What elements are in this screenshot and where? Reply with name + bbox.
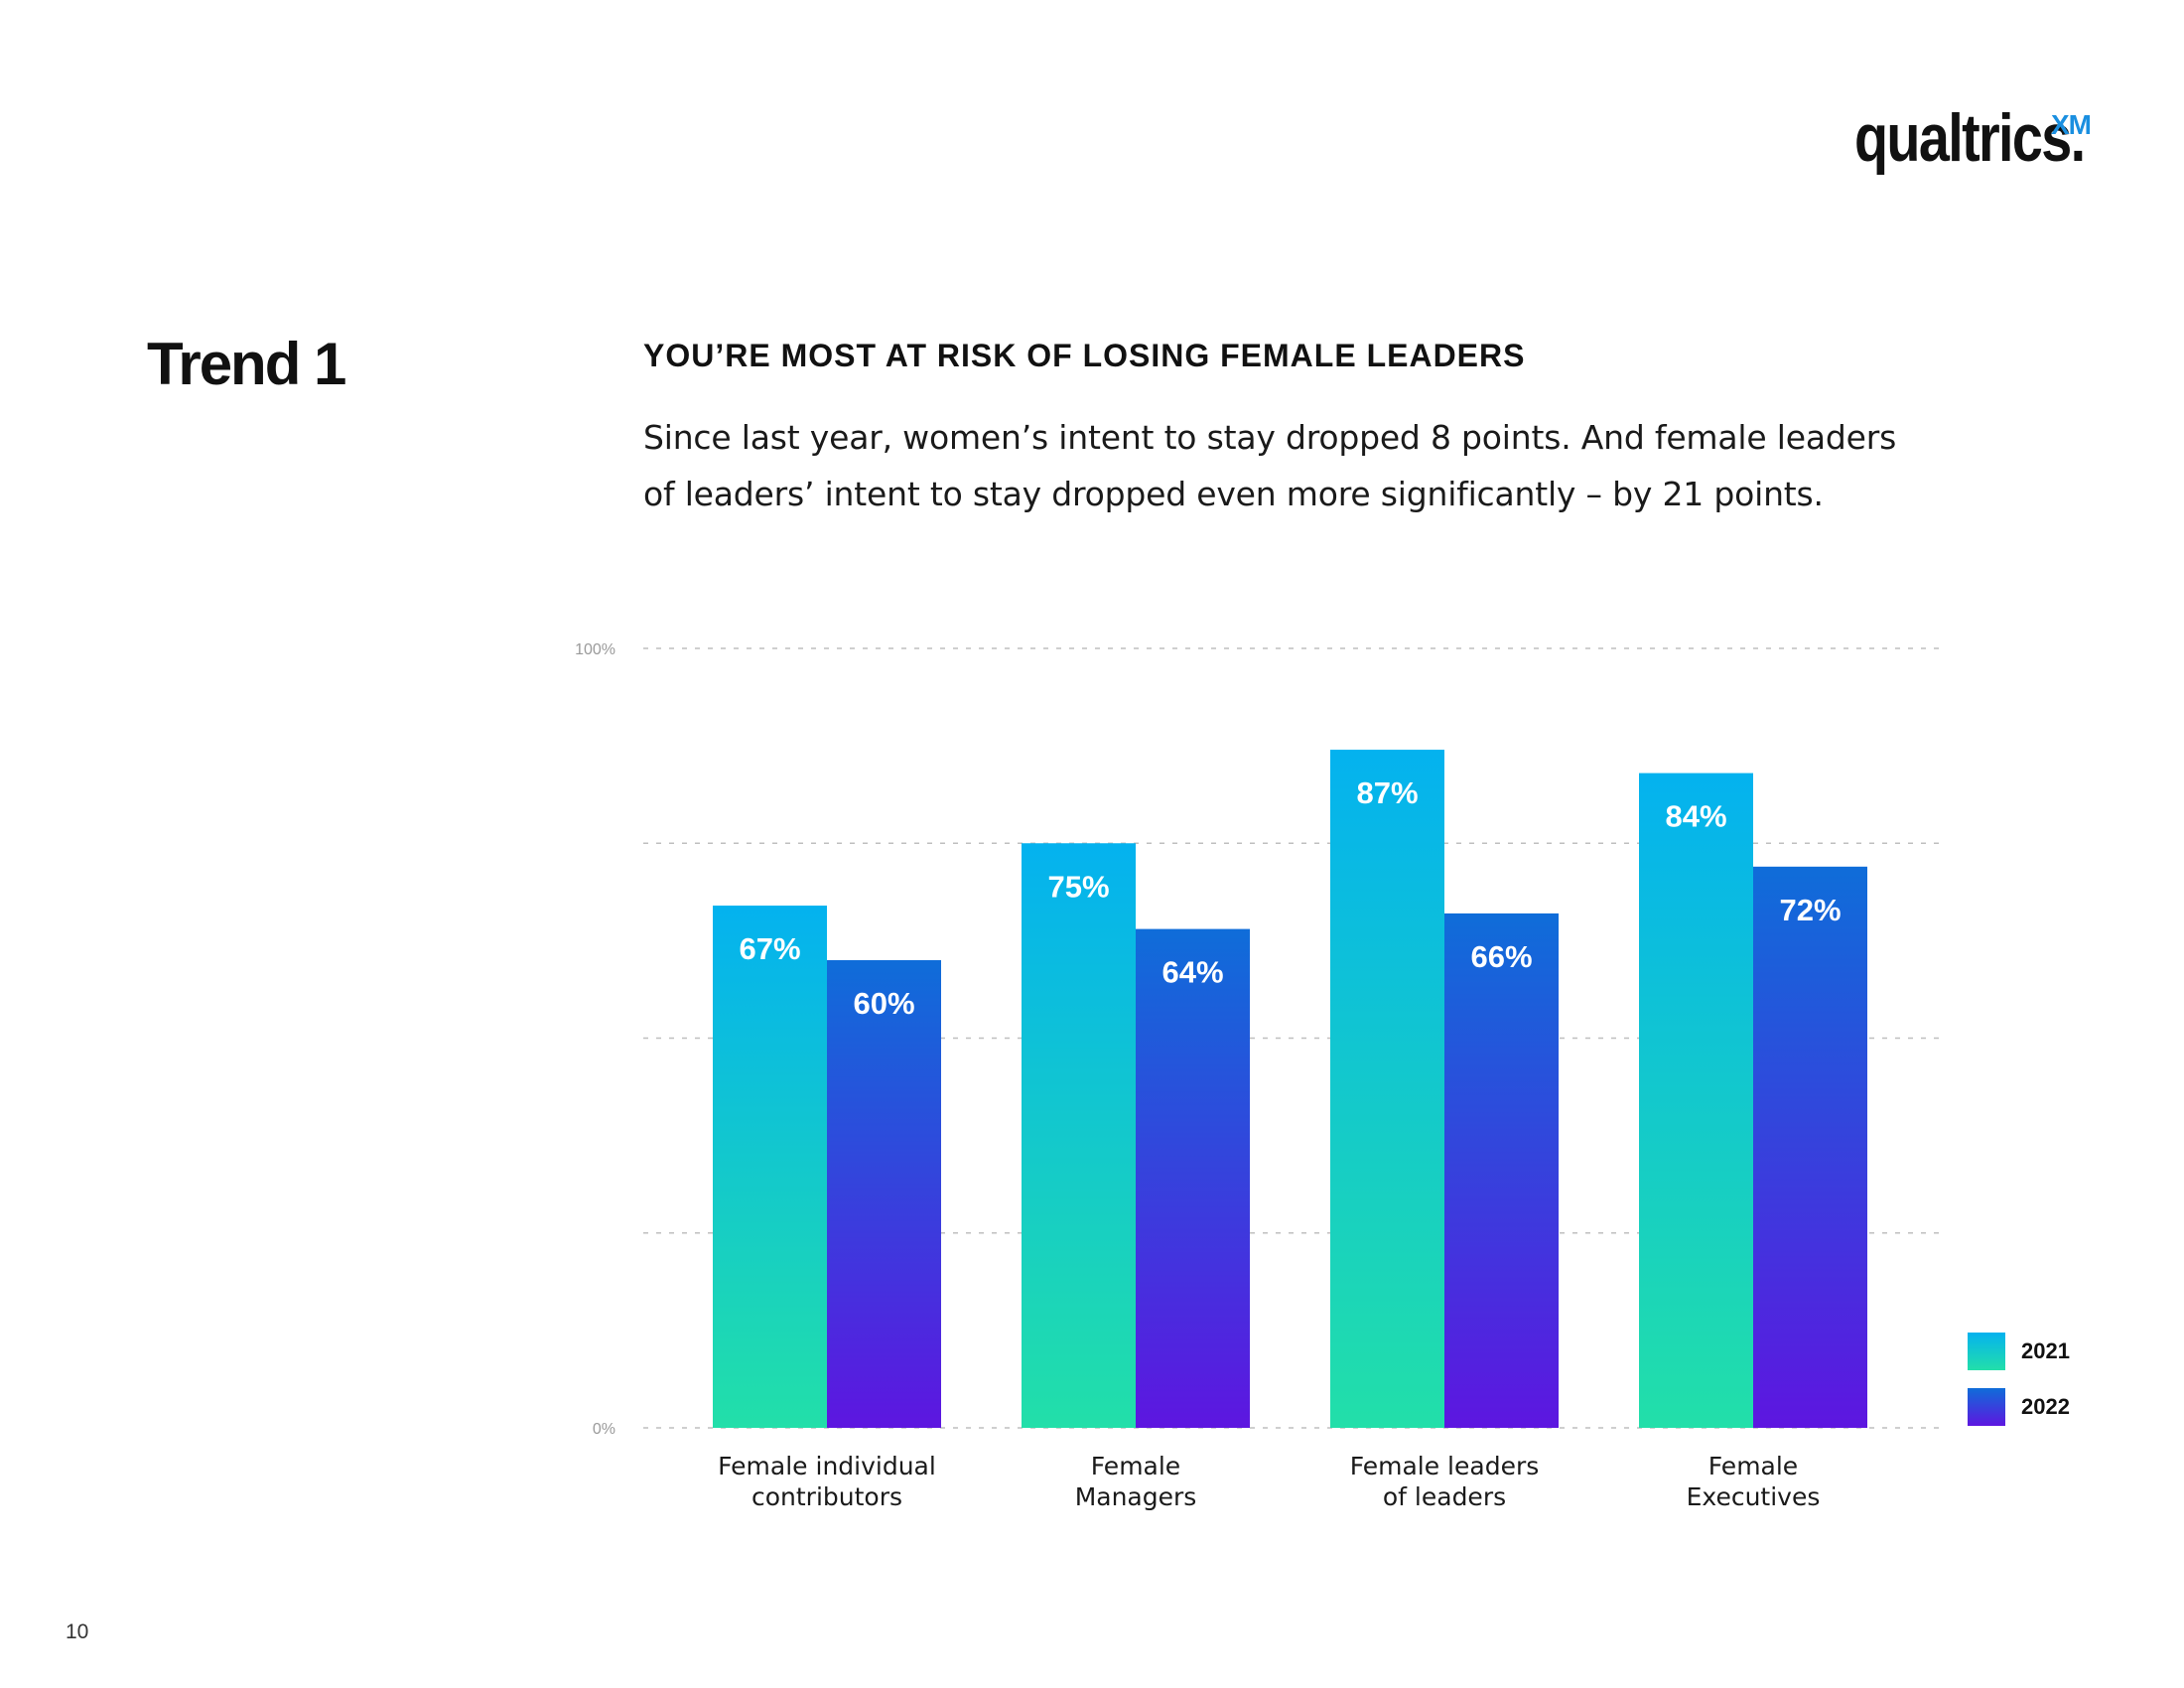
trend-label: Trend 1	[147, 331, 346, 397]
x-category-label: Female leaders of leaders	[1350, 1452, 1540, 1511]
bar-2022	[1444, 913, 1559, 1428]
bar-2021	[1330, 750, 1444, 1428]
logo-wordmark: qualtrics.	[1854, 100, 2086, 176]
data-label-2022: 66%	[1470, 939, 1532, 974]
bar-2022	[1753, 866, 1867, 1428]
data-label-2022: 60%	[853, 986, 914, 1021]
legend-label-2022: 2022	[2021, 1394, 2070, 1419]
data-label-2021: 67%	[739, 931, 800, 966]
legend-item-2021: 2021	[1968, 1333, 2070, 1370]
subtext: Since last year, women’s intent to stay …	[643, 418, 1897, 513]
headline: YOU’RE MOST AT RISK OF LOSING FEMALE LEA…	[643, 338, 1526, 373]
bar-2021	[1022, 843, 1136, 1428]
x-category-label: Female Executives	[1687, 1452, 1821, 1511]
x-category-label: Female Managers	[1075, 1452, 1197, 1511]
data-label-2021: 84%	[1665, 799, 1726, 834]
logo-xm-mark: XM	[2051, 109, 2092, 140]
legend-swatch-2022	[1968, 1388, 2005, 1426]
legend-swatch-2021	[1968, 1333, 2005, 1370]
bar-2022	[1136, 928, 1250, 1428]
bar-2021	[1639, 773, 1753, 1428]
x-category-label: Female individual contributors	[718, 1452, 936, 1511]
bar-2021	[713, 906, 827, 1428]
page-number: 10	[66, 1620, 89, 1643]
legend-label-2021: 2021	[2021, 1338, 2070, 1363]
data-label-2022: 72%	[1779, 893, 1841, 927]
qualtrics-logo: qualtrics. XM	[1854, 99, 2134, 177]
data-label-2021: 75%	[1047, 869, 1109, 904]
chart-legend: 2021 2022	[1968, 1333, 2070, 1444]
legend-item-2022: 2022	[1968, 1388, 2070, 1426]
y-tick-label: 100%	[575, 641, 615, 658]
y-tick-label: 0%	[593, 1421, 615, 1438]
bar-2022	[827, 960, 941, 1428]
data-label-2021: 87%	[1356, 775, 1418, 810]
data-label-2022: 64%	[1161, 955, 1223, 990]
